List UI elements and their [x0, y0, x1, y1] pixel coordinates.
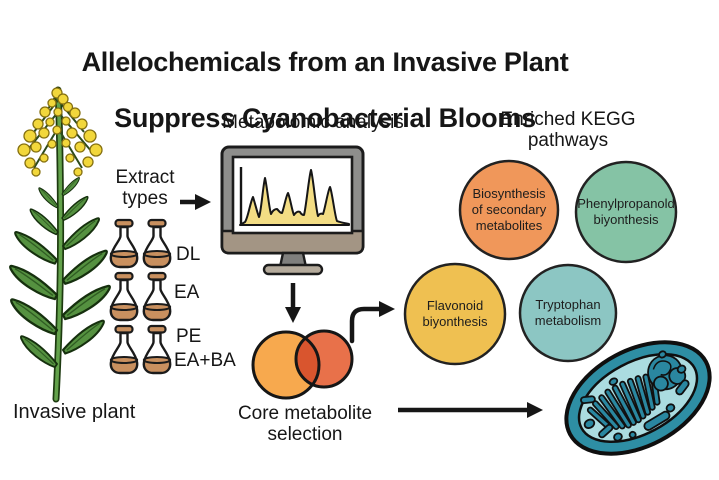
bubble-flavonoid-biosynthesis — [403, 262, 507, 366]
title-line-2: Suppress Cyanobacterial Blooms — [114, 103, 536, 133]
pathway-label-flavonoid-biosynthesis: Flavonoid biyonthesis — [422, 298, 488, 329]
venn-diagram — [251, 329, 354, 400]
extract-type-pe-label: PE — [176, 326, 202, 347]
invasive-plant-illustration — [4, 86, 116, 403]
core-metabolite-selection-label: Core metabolite selection — [237, 403, 373, 446]
extract-type-ea-label: EA — [174, 282, 200, 303]
title-line-1: Allelochemicals from an Invasive Plant — [81, 47, 569, 77]
extract-type-dl-label: DL — [176, 244, 201, 265]
invasive-plant-label: Invasive plant — [13, 401, 136, 423]
kegg-pathway-bubbles — [403, 159, 678, 366]
flower-cluster-icon — [17, 87, 103, 177]
pathway-label-tryptophan-metabolism: Tryptophan metabolism — [534, 297, 602, 328]
cyanobacteria-cell-icon — [564, 340, 712, 456]
monitor-icon — [220, 145, 365, 276]
pathway-label-biosynthesis-secondary-metabolites: Biosynthesis of secondary metabolites — [471, 186, 547, 233]
extract-flasks-icon — [108, 220, 173, 375]
chromatogram-icon — [239, 167, 350, 226]
bubble-phenylpropanoid-biosynthesis — [574, 160, 678, 264]
bubble-tryptophan-metabolism — [518, 263, 618, 363]
extract-type-eaba-label: EA+BA — [174, 350, 236, 371]
bubble-biosynthesis-secondary-metabolites — [458, 159, 560, 261]
enriched-kegg-pathways-label: Enriched KEGG pathways — [500, 109, 636, 152]
curved-arrow — [349, 301, 395, 344]
figure-title: Allelochemicals from an Invasive Plant S… — [8, 22, 642, 161]
pathway-label-phenylpropanoid-biosynthesis: Phenylpropanold biyonthesis — [577, 196, 675, 227]
metabolomic-analysis-label: Metabolomic analysis — [222, 112, 404, 133]
extract-types-label: Extract types — [115, 167, 175, 210]
